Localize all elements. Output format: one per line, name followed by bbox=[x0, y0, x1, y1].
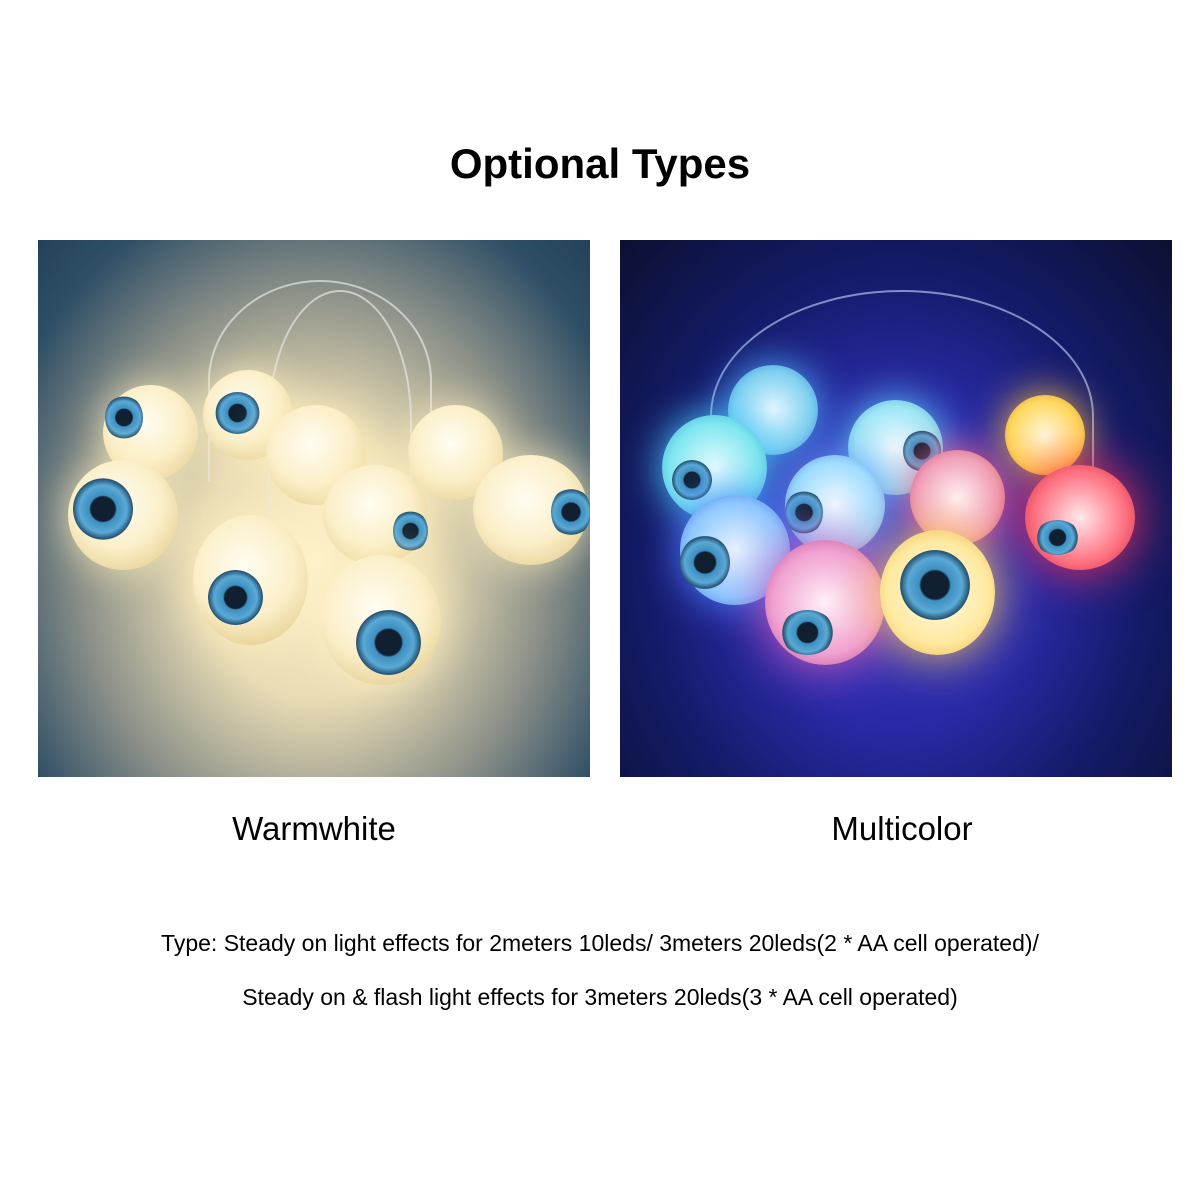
eyeball-bulb bbox=[880, 530, 995, 655]
page-title: Optional Types bbox=[449, 140, 751, 187]
wire bbox=[208, 280, 432, 482]
eyeball-bulb bbox=[765, 540, 885, 665]
eyeball-bulb bbox=[1025, 465, 1135, 570]
multicolor-product-photo bbox=[620, 240, 1172, 777]
eyeball-bulb bbox=[910, 450, 1005, 545]
option-label-multicolor: Multicolor bbox=[831, 810, 973, 847]
option-label-warmwhite: Warmwhite bbox=[232, 810, 396, 847]
description-line-1: Type: Steady on light effects for 2meter… bbox=[161, 930, 1039, 956]
eyeball-bulb bbox=[321, 555, 441, 685]
eyeball-bulb bbox=[68, 460, 178, 570]
description-line-2: Steady on & flash light effects for 3met… bbox=[242, 984, 958, 1010]
eyeball-bulb bbox=[103, 385, 198, 480]
warmwhite-product-photo bbox=[38, 240, 590, 777]
eyeball-bulb bbox=[203, 370, 293, 460]
eyeball-bulb bbox=[473, 455, 590, 565]
eyeball-bulb bbox=[785, 455, 885, 555]
eyeball-bulb bbox=[1005, 395, 1085, 475]
eyeball-bulb bbox=[193, 515, 308, 645]
eyeball-bulb bbox=[323, 465, 428, 565]
